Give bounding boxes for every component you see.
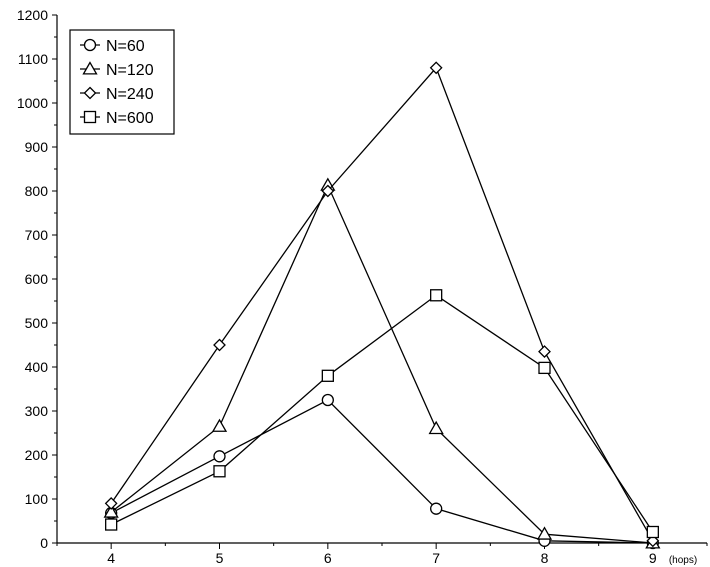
data-point bbox=[538, 345, 551, 359]
series-diamond bbox=[104, 61, 660, 548]
x-tick-label: 8 bbox=[541, 550, 549, 566]
y-tick-label: 700 bbox=[25, 227, 49, 243]
data-point bbox=[536, 526, 553, 540]
data-point bbox=[104, 496, 118, 510]
y-tick-label: 200 bbox=[25, 447, 49, 463]
x-tick-label: 5 bbox=[216, 550, 224, 566]
legend-label: N=60 bbox=[106, 38, 145, 55]
y-tick-label: 400 bbox=[25, 359, 49, 375]
x-axis-ticks: 4 5 6 7 8 9 (hops) bbox=[56, 543, 708, 566]
legend-label: N=240 bbox=[106, 86, 154, 103]
legend-item: N=240 bbox=[80, 86, 154, 103]
data-point bbox=[321, 184, 335, 198]
x-tick-label: 7 bbox=[432, 550, 440, 566]
y-tick-label: 500 bbox=[25, 315, 49, 331]
y-tick-label: 900 bbox=[25, 139, 49, 155]
x-tick-label: 9 bbox=[649, 550, 657, 566]
legend-marker bbox=[83, 110, 97, 124]
y-tick-label: 100 bbox=[25, 491, 49, 507]
y-tick-label: 800 bbox=[25, 183, 49, 199]
legend-marker bbox=[82, 61, 98, 75]
legend: N=60 N=120 N=240 N=600 bbox=[69, 29, 175, 135]
data-point bbox=[213, 450, 226, 463]
series-triangle bbox=[103, 177, 661, 549]
legend-item: N=600 bbox=[80, 110, 154, 127]
data-point bbox=[211, 418, 228, 432]
data-point bbox=[105, 518, 118, 531]
series-line bbox=[110, 294, 654, 533]
data-point bbox=[103, 504, 119, 518]
y-tick-label: 1100 bbox=[18, 51, 48, 67]
data-point bbox=[213, 465, 226, 478]
legend-label: N=600 bbox=[106, 110, 154, 127]
y-tick-label: 300 bbox=[25, 403, 49, 419]
legend-marker bbox=[83, 38, 97, 52]
legend-label: N=120 bbox=[106, 62, 154, 79]
series-line bbox=[110, 66, 654, 542]
x-unit-label: (hops) bbox=[669, 555, 697, 566]
data-point bbox=[429, 61, 443, 75]
series-square bbox=[105, 289, 659, 539]
series-line bbox=[110, 183, 653, 544]
data-point bbox=[430, 289, 443, 302]
legend-marker bbox=[83, 86, 97, 100]
x-tick-label: 6 bbox=[324, 550, 332, 566]
legend-item: N=120 bbox=[80, 61, 154, 79]
series-line bbox=[110, 399, 653, 544]
y-tick-label: 1200 bbox=[17, 7, 48, 23]
x-tick-label: 4 bbox=[107, 550, 115, 566]
legend-item: N=60 bbox=[80, 38, 145, 55]
y-tick-label: 600 bbox=[25, 271, 49, 287]
series-layer bbox=[103, 61, 661, 550]
data-point bbox=[646, 525, 659, 539]
data-point bbox=[321, 369, 334, 382]
data-point bbox=[321, 393, 334, 407]
y-tick-label: 0 bbox=[40, 535, 48, 551]
data-point bbox=[538, 361, 551, 375]
y-axis-ticks: 0 100 200 300 400 500 600 700 800 900 1000 1100 1200 bbox=[17, 7, 57, 551]
y-tick-label: 1000 bbox=[17, 95, 48, 111]
series-circle bbox=[105, 393, 659, 550]
data-point bbox=[430, 502, 443, 515]
data-point bbox=[428, 420, 444, 435]
data-point bbox=[213, 338, 226, 352]
